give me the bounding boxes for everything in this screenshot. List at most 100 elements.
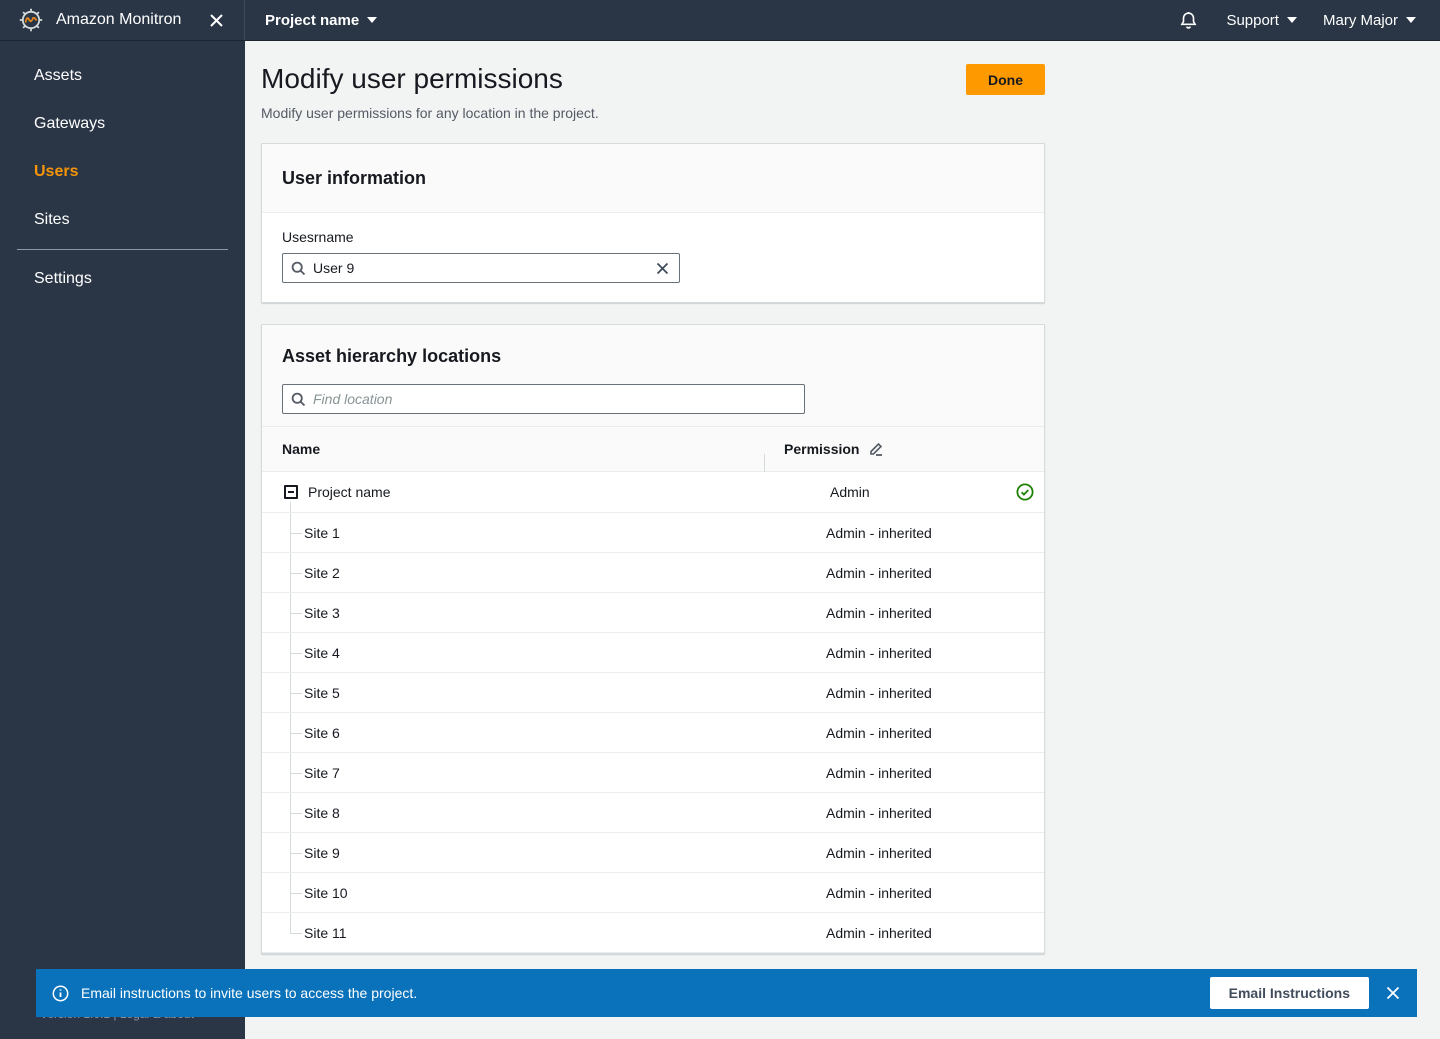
table-row[interactable]: Site 9 Admin - inherited	[262, 833, 1044, 873]
tree-connector	[290, 873, 304, 912]
permission-cell: Admin - inherited	[764, 833, 1044, 872]
topbar-main: Project name Support Mary Major	[245, 0, 1440, 40]
permission-value: Admin - inherited	[826, 684, 932, 701]
permission-cell: Admin - inherited	[764, 673, 1044, 712]
location-name-cell: Site 1	[262, 513, 764, 552]
tree-connector	[290, 753, 304, 792]
hierarchy-table-body: Project name Admin Site 1 Admin - inherited…	[262, 472, 1044, 953]
main-content: Modify user permissions Done Modify user…	[245, 41, 1440, 1039]
table-row[interactable]: Site 1 Admin - inherited	[262, 513, 1044, 553]
monitron-logo-icon	[18, 7, 44, 33]
permission-value: Admin - inherited	[826, 844, 932, 861]
location-name: Project name	[308, 484, 391, 500]
permission-cell: Admin - inherited	[764, 793, 1044, 832]
support-menu[interactable]: Support	[1226, 12, 1297, 29]
asset-hierarchy-card: Asset hierarchy locations Name Permissio…	[261, 324, 1045, 954]
sidebar-divider	[17, 249, 228, 250]
permission-cell: Admin - inherited	[764, 913, 1044, 952]
dismiss-banner-icon[interactable]	[1383, 983, 1403, 1003]
table-row[interactable]: Project name Admin	[262, 472, 1044, 513]
sidebar-item-assets[interactable]: Assets	[34, 67, 83, 84]
flash-banner: Email instructions to invite users to ac…	[36, 969, 1417, 1017]
permission-value: Admin - inherited	[826, 524, 932, 541]
project-selector[interactable]: Project name	[265, 11, 378, 29]
tree-connector	[290, 913, 304, 952]
location-name-cell: Site 7	[262, 753, 764, 792]
location-name: Site 10	[304, 884, 348, 901]
location-name-cell: Project name	[262, 472, 764, 512]
app-title: Amazon Monitron	[56, 11, 182, 28]
sidebar-close-icon[interactable]	[207, 11, 226, 30]
table-row[interactable]: Site 5 Admin - inherited	[262, 673, 1044, 713]
permission-cell: Admin - inherited	[764, 873, 1044, 912]
tree-connector	[290, 553, 304, 592]
location-name: Site 7	[304, 764, 340, 781]
topbar-right: Support Mary Major	[1177, 9, 1416, 32]
permission-value: Admin - inherited	[826, 564, 932, 581]
username-search-box	[282, 253, 680, 283]
success-check-icon	[1016, 483, 1034, 501]
permission-cell: Admin - inherited	[764, 593, 1044, 632]
table-row[interactable]: Site 11 Admin - inherited	[262, 913, 1044, 953]
user-menu-label: Mary Major	[1322, 11, 1398, 29]
sidebar-item-sites[interactable]: Sites	[34, 211, 70, 228]
table-row[interactable]: Site 2 Admin - inherited	[262, 553, 1044, 593]
tree-connector	[290, 513, 304, 552]
table-row[interactable]: Site 8 Admin - inherited	[262, 793, 1044, 833]
location-name: Site 8	[304, 804, 340, 821]
user-information-card: User information Usesrname	[261, 143, 1045, 303]
find-location-input[interactable]	[313, 385, 796, 413]
tree-connector	[290, 833, 304, 872]
asset-hierarchy-title: Asset hierarchy locations	[282, 346, 502, 366]
sidebar-header: Amazon Monitron	[0, 0, 245, 40]
permission-value: Admin - inherited	[826, 884, 932, 901]
edit-permission-icon[interactable]	[868, 441, 884, 457]
permission-cell: Admin - inherited	[764, 713, 1044, 752]
table-row[interactable]: Site 4 Admin - inherited	[262, 633, 1044, 673]
permission-cell: Admin - inherited	[764, 633, 1044, 672]
permission-value: Admin - inherited	[826, 924, 932, 941]
user-menu[interactable]: Mary Major	[1323, 12, 1416, 29]
notifications-bell-icon[interactable]	[1177, 9, 1200, 32]
location-name-cell: Site 11	[262, 913, 764, 952]
permission-cell: Admin - inherited	[764, 513, 1044, 552]
user-information-title: User information	[282, 168, 427, 188]
email-instructions-button[interactable]: Email Instructions	[1209, 977, 1369, 1009]
permission-value: Admin - inherited	[826, 804, 932, 821]
location-name-cell: Site 2	[262, 553, 764, 592]
tree-connector	[290, 793, 304, 832]
find-location-box	[282, 384, 805, 414]
sidebar-nav-list: Assets Gateways Users Sites Settings	[0, 41, 245, 303]
project-selector-label: Project name	[265, 11, 360, 29]
table-row[interactable]: Site 7 Admin - inherited	[262, 753, 1044, 793]
table-row[interactable]: Site 6 Admin - inherited	[262, 713, 1044, 753]
table-row[interactable]: Site 3 Admin - inherited	[262, 593, 1044, 633]
table-row[interactable]: Site 10 Admin - inherited	[262, 873, 1044, 913]
page-subtitle: Modify user permissions for any location…	[261, 105, 599, 121]
location-name: Site 9	[304, 844, 340, 861]
chevron-down-icon	[367, 17, 378, 23]
location-name-cell: Site 10	[262, 873, 764, 912]
column-header-permission: Permission	[764, 441, 1044, 474]
sidebar-item-gateways[interactable]: Gateways	[34, 115, 106, 132]
sidebar-item-users[interactable]: Users	[34, 163, 79, 180]
tree-connector	[290, 673, 304, 712]
username-label: Usesrname	[282, 229, 354, 245]
permission-cell: Admin	[764, 472, 1044, 512]
username-input[interactable]	[313, 254, 654, 282]
location-name: Site 11	[304, 924, 347, 941]
clear-username-icon[interactable]	[654, 260, 671, 277]
location-name: Site 5	[304, 684, 340, 701]
sidebar-item-settings[interactable]: Settings	[34, 270, 92, 287]
collapse-minus-icon[interactable]	[284, 485, 298, 499]
location-name: Site 2	[304, 564, 340, 581]
chevron-down-icon	[1406, 17, 1416, 23]
support-menu-label: Support	[1226, 11, 1279, 29]
top-navigation-bar: Amazon Monitron Project name Support M	[0, 0, 1440, 41]
location-name: Site 1	[304, 524, 340, 541]
location-name: Site 3	[304, 604, 340, 621]
location-name-cell: Site 5	[262, 673, 764, 712]
search-icon	[291, 261, 306, 276]
done-button[interactable]: Done	[966, 64, 1045, 95]
